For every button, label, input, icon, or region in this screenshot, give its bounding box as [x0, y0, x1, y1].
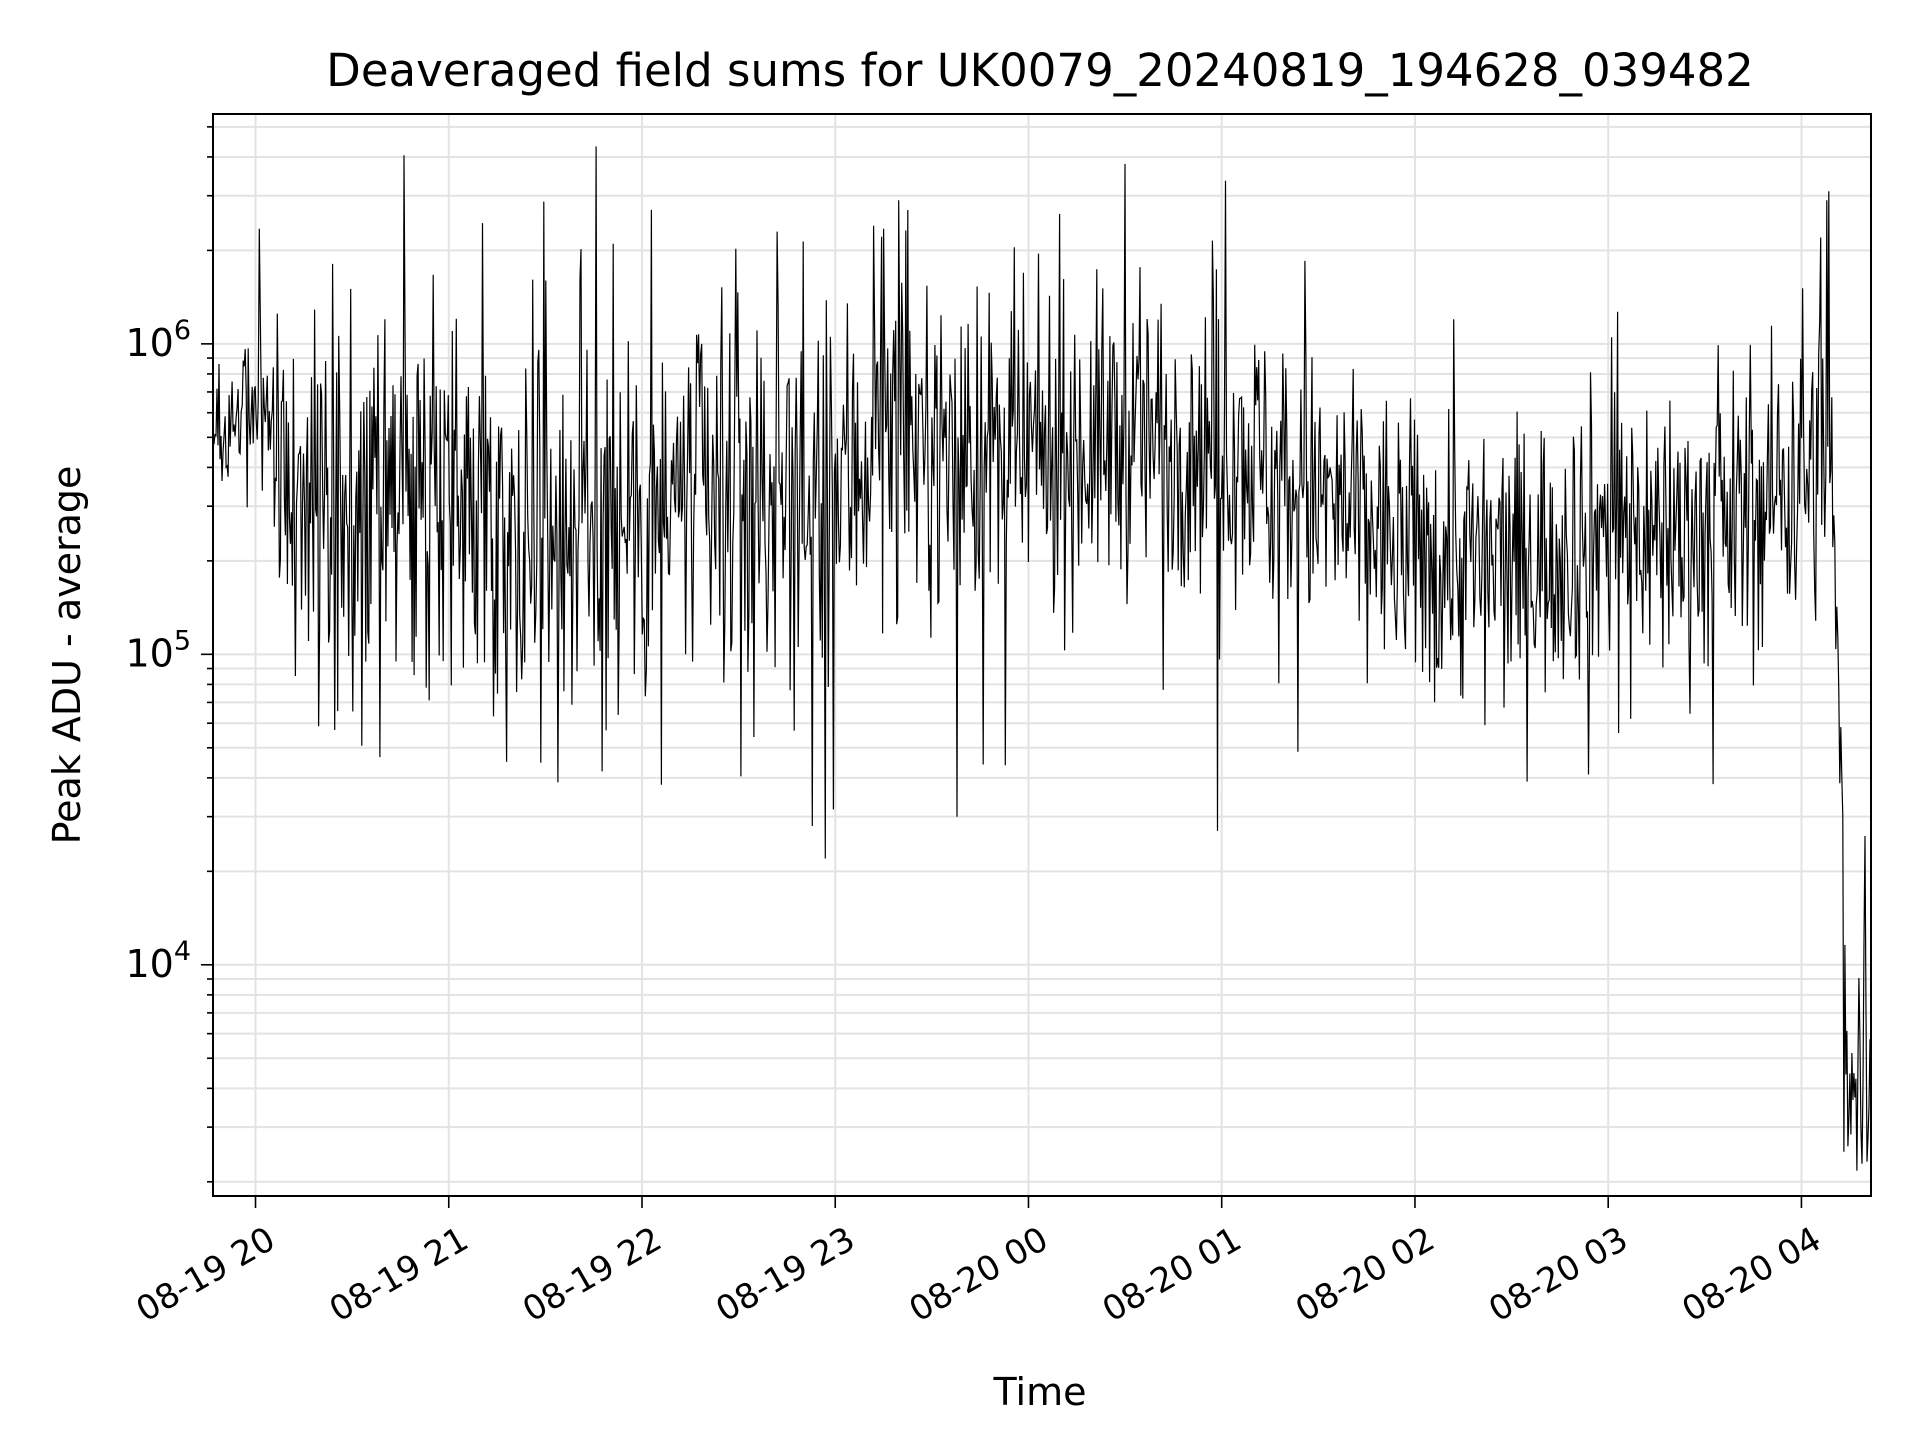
- x-tick-label: 08-20 01: [1096, 1219, 1248, 1330]
- x-tick-label: 08-19 23: [709, 1219, 861, 1330]
- x-axis-label: Time: [993, 1370, 1087, 1414]
- x-tick-label: 08-19 21: [323, 1219, 475, 1330]
- chart-title: Deaveraged field sums for UK0079_2024081…: [326, 44, 1754, 97]
- y-tick-label: 106: [125, 315, 191, 365]
- x-tick-label: 08-20 02: [1289, 1219, 1441, 1330]
- x-tick-label: 08-20 00: [903, 1219, 1055, 1330]
- y-tick-label: 104: [125, 936, 191, 986]
- series-line: [212, 146, 1872, 1171]
- y-axis-label: Peak ADU - average: [45, 466, 89, 845]
- y-tick-label: 105: [125, 625, 191, 675]
- series-group: [212, 146, 1872, 1171]
- x-tick-label: 08-19 22: [516, 1219, 668, 1330]
- x-tick-label: 08-19 20: [130, 1219, 282, 1330]
- grid-lines: [213, 114, 1871, 1196]
- x-tick-label: 08-20 04: [1676, 1219, 1828, 1330]
- x-tick-label: 08-20 03: [1482, 1219, 1634, 1330]
